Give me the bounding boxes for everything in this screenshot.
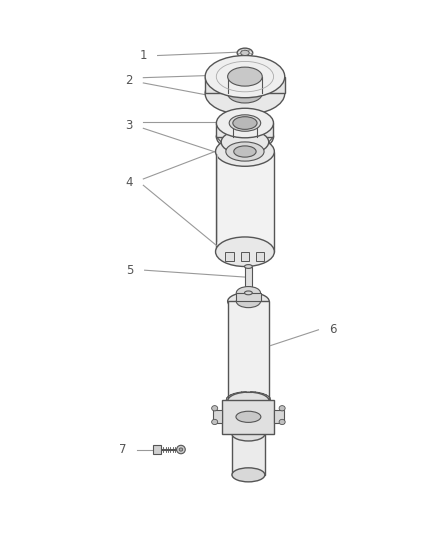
Bar: [274, 410, 284, 423]
Bar: [256, 252, 265, 261]
Ellipse shape: [279, 419, 285, 425]
Bar: [153, 445, 161, 454]
Ellipse shape: [232, 468, 265, 482]
Ellipse shape: [232, 427, 265, 441]
Text: 6: 6: [329, 324, 337, 336]
Ellipse shape: [279, 406, 285, 411]
Ellipse shape: [237, 48, 253, 58]
Ellipse shape: [216, 108, 273, 138]
Text: 4: 4: [125, 175, 133, 189]
Ellipse shape: [221, 130, 269, 154]
Ellipse shape: [236, 295, 261, 308]
Ellipse shape: [233, 117, 257, 130]
Ellipse shape: [236, 411, 261, 422]
Ellipse shape: [228, 293, 269, 310]
Ellipse shape: [228, 84, 262, 103]
Ellipse shape: [216, 122, 273, 151]
Bar: [221, 142, 269, 151]
Ellipse shape: [215, 237, 274, 266]
Ellipse shape: [233, 131, 257, 143]
Bar: [244, 266, 252, 293]
Bar: [215, 151, 274, 252]
Text: 7: 7: [119, 443, 126, 456]
Ellipse shape: [244, 264, 252, 269]
Ellipse shape: [234, 146, 256, 157]
Ellipse shape: [177, 445, 185, 454]
Bar: [240, 252, 249, 261]
Text: 5: 5: [127, 264, 134, 277]
Ellipse shape: [212, 419, 218, 425]
Bar: [213, 410, 223, 423]
Ellipse shape: [205, 72, 285, 115]
Bar: [205, 77, 285, 93]
Bar: [226, 252, 234, 261]
Ellipse shape: [244, 291, 252, 295]
Ellipse shape: [229, 115, 261, 131]
Text: 2: 2: [125, 74, 133, 87]
Ellipse shape: [212, 406, 218, 411]
Ellipse shape: [215, 137, 274, 166]
Bar: [232, 434, 265, 475]
Text: 1: 1: [140, 49, 148, 62]
Ellipse shape: [226, 142, 264, 161]
Ellipse shape: [179, 448, 183, 451]
Bar: [223, 400, 274, 434]
Ellipse shape: [228, 392, 269, 410]
Text: 3: 3: [125, 119, 133, 132]
Ellipse shape: [221, 140, 269, 164]
Ellipse shape: [205, 55, 285, 98]
Ellipse shape: [228, 67, 262, 86]
Ellipse shape: [236, 287, 261, 299]
Bar: [216, 123, 273, 137]
Bar: [228, 301, 269, 401]
Ellipse shape: [240, 50, 249, 55]
Bar: [236, 293, 261, 301]
